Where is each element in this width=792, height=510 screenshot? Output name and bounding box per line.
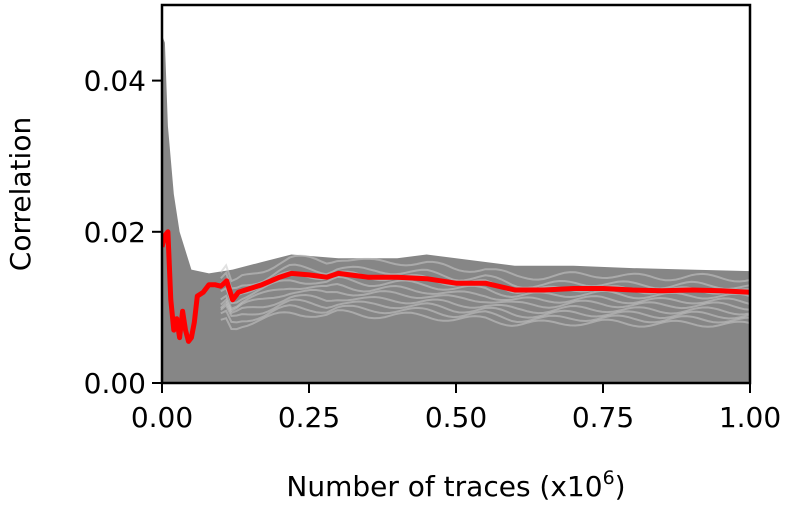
x-tick-label: 0.75 (572, 401, 634, 434)
plot-area (162, 35, 750, 383)
background-series-line (220, 288, 750, 313)
background-series-line (220, 282, 750, 310)
y-tick-label: 0.00 (84, 367, 146, 400)
x-tick-label: 0.25 (278, 401, 340, 434)
x-tick-label: 1.00 (719, 401, 781, 434)
highlight-series-group (162, 229, 750, 344)
x-axis-ticks: 0.00 0.25 0.50 0.75 1.00 (131, 383, 781, 434)
x-axis-label: Number of traces (x106) (286, 467, 625, 503)
background-series-line (220, 304, 750, 324)
y-tick-label: 0.04 (84, 65, 146, 98)
y-axis-label: Correlation (4, 117, 37, 271)
background-series-group (162, 35, 750, 383)
x-axis-label-exponent: 6 (603, 467, 615, 489)
y-tick-label: 0.02 (84, 216, 146, 249)
y-axis-ticks: 0.00 0.02 0.04 (84, 65, 162, 400)
x-axis-label-suffix: ) (615, 470, 626, 503)
background-series-line (220, 309, 750, 331)
x-tick-label: 0.50 (425, 401, 487, 434)
highlight-series-line (162, 229, 750, 344)
background-series-line (220, 254, 750, 283)
x-tick-label: 0.00 (131, 401, 193, 434)
background-series-line (220, 293, 750, 316)
background-series-line (220, 298, 750, 320)
background-series-line (220, 275, 750, 305)
background-series-envelope (162, 35, 750, 383)
